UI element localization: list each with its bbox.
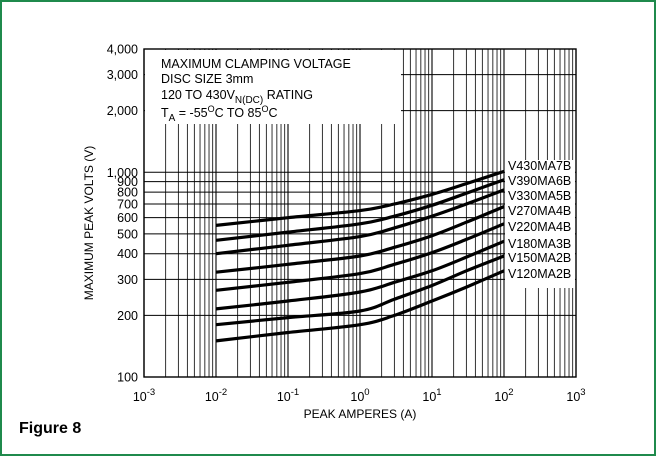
series-curve-v270ma4b [215, 205, 505, 274]
x-tick-label: 10-3 [133, 387, 155, 404]
series-curve-v430ma7b [215, 169, 505, 227]
y-tick-label: 800 [117, 186, 138, 200]
x-tick-label: 10-2 [205, 387, 227, 404]
y-tick-label: 100 [117, 371, 138, 385]
y-tick-label: 300 [117, 273, 138, 287]
y-tick-label: 4,000 [107, 43, 138, 57]
series-label-v220ma4b: V220MA4B [508, 220, 571, 234]
curves [215, 169, 505, 343]
y-tick-label: 3,000 [107, 68, 138, 82]
annotation-line-4: TA = -55OC TO 85OC [161, 104, 277, 124]
series-curve-v330ma5b [215, 188, 505, 256]
grid [143, 48, 577, 378]
y-tick-label: 1,000 [107, 166, 138, 180]
annotation-line-2: DISC SIZE 3mm [161, 72, 253, 86]
y-axis-label: MAXIMUM PEAK VOLTS (V) [82, 146, 96, 300]
y-tick-label: 400 [117, 247, 138, 261]
series-label-box [505, 160, 575, 288]
series-curve-v390ma6b [215, 178, 505, 242]
x-tick-label: 100 [350, 387, 369, 404]
y-tick-label: 2,000 [107, 104, 138, 118]
series-curve-v180ma3b [215, 239, 505, 311]
y-tick-label: 600 [117, 211, 138, 225]
series-label-v180ma3b: V180MA3B [508, 237, 571, 251]
series-label-v270ma4b: V270MA4B [508, 204, 571, 218]
y-tick-label: 900 [117, 175, 138, 189]
annotation-line-1: MAXIMUM CLAMPING VOLTAGE [161, 57, 351, 71]
series-curve-v220ma4b [215, 222, 505, 292]
series-label-v430ma7b: V430MA7B [508, 159, 571, 173]
series-curve-v120ma2b [215, 269, 505, 343]
series-curve-v150ma2b [215, 254, 505, 327]
plot-frame [143, 48, 577, 378]
figure-label: Figure 8 [19, 420, 82, 437]
annotation-box [145, 50, 401, 124]
annotation-line-3: 120 TO 430VN(DC) RATING [161, 88, 313, 106]
x-tick-label: 102 [494, 387, 513, 404]
x-axis-label: PEAK AMPERES (A) [304, 407, 417, 421]
series-label-v390ma6b: V390MA6B [508, 174, 571, 188]
y-tick-label: 700 [117, 197, 138, 211]
x-tick-label: 101 [422, 387, 441, 404]
y-tick-label: 200 [117, 309, 138, 323]
x-tick-label: 10-1 [277, 387, 299, 404]
x-tick-label: 103 [566, 387, 585, 404]
series-label-v120ma2b: V120MA2B [508, 267, 571, 281]
series-label-v150ma2b: V150MA2B [508, 251, 571, 265]
y-tick-label: 500 [117, 227, 138, 241]
series-label-v330ma5b: V330MA5B [508, 189, 571, 203]
